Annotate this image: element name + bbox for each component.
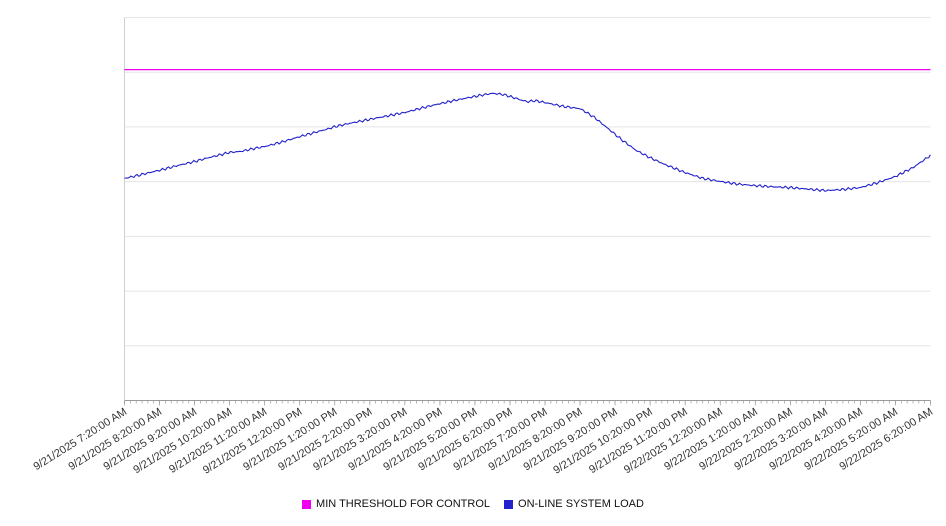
x-axis-ticks — [124, 400, 931, 406]
x-axis-labels: 9/21/2025 7:20:00 AM9/21/2025 8:20:00 AM… — [31, 406, 935, 477]
load-line — [124, 92, 931, 193]
load-legend-swatch — [504, 499, 514, 509]
legend-item-threshold: MIN THRESHOLD FOR CONTROL — [302, 498, 490, 510]
legend-item-load: ON-LINE SYSTEM LOAD — [504, 498, 644, 510]
load-legend-label: ON-LINE SYSTEM LOAD — [518, 498, 644, 510]
threshold-legend-label: MIN THRESHOLD FOR CONTROL — [316, 498, 491, 510]
chart-legend: MIN THRESHOLD FOR CONTROL ON-LINE SYSTEM… — [0, 498, 946, 510]
threshold-legend-swatch — [302, 499, 312, 509]
y-gridlines — [124, 17, 931, 401]
